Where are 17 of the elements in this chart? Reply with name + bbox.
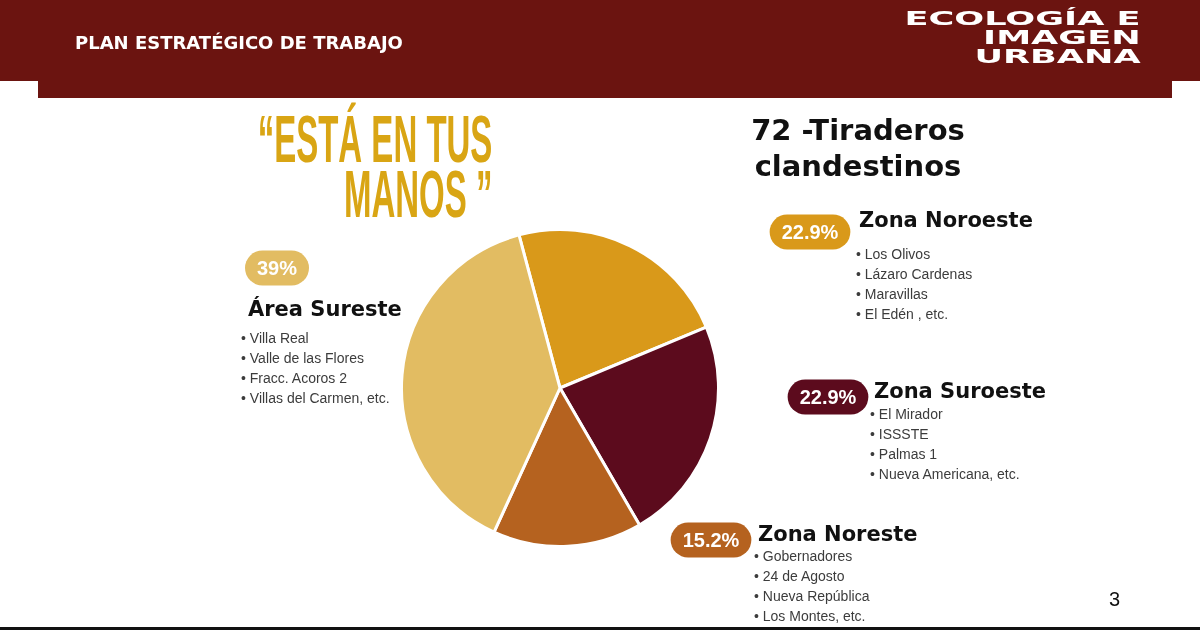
data-label: 22.9% (781, 220, 839, 243)
text: “ESTÁ EN TUS MANOS ” (257, 102, 492, 231)
text: • Gobernadores • 24 de Agosto • Nueva República • Los Montes, etc. (754, 547, 871, 626)
text: • Villa Real • Valle de las Flores • Fracc. Acoros 2 • Villas del Carmen, etc. (241, 329, 391, 408)
text: • El Mirador • ISSSTE • Palmas 1 • Nueva Americana, etc. (870, 405, 1021, 484)
data-label: 15.2% (682, 528, 740, 551)
legend-label: Zona Suroeste (874, 378, 1046, 404)
text: ECOLOGÍA E IMAGEN URBANA (904, 7, 1141, 67)
data-label: 39% (256, 256, 298, 279)
data-label: 22.9% (799, 385, 857, 408)
text: PLAN ESTRATÉGICO DE TRABAJO (75, 31, 403, 55)
text: 3 (1109, 587, 1121, 611)
legend-label: Zona Noreste (758, 521, 918, 547)
chart-title: 72 -Tiraderos clandestinos (750, 112, 966, 184)
text: • Los Olivos • Lázaro Cardenas • Maravillas • El Edén , etc. (856, 245, 974, 324)
slice-label: Área Sureste (248, 296, 402, 322)
legend-label: Zona Noroeste (859, 207, 1033, 233)
